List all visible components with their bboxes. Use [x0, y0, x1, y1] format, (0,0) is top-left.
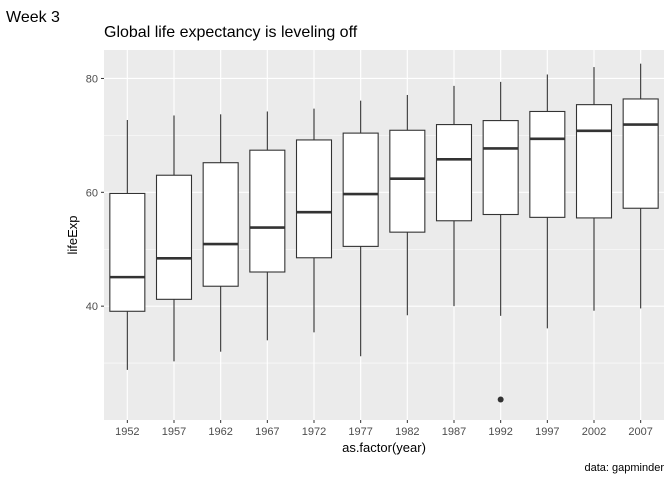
- outlier-point: [497, 396, 504, 403]
- box-1957: [155, 115, 193, 362]
- box-iqr: [389, 129, 426, 233]
- x-tick-label: 1987: [442, 426, 466, 438]
- box-iqr: [622, 98, 659, 209]
- chart-title: Global life expectancy is leveling off: [104, 24, 358, 41]
- box-iqr: [295, 139, 333, 259]
- box-1977: [342, 100, 379, 357]
- box-1962: [202, 114, 239, 352]
- box-1967: [249, 111, 286, 341]
- x-tick-label: 1982: [395, 426, 419, 438]
- box-2002: [575, 67, 613, 311]
- box-iqr: [202, 162, 239, 287]
- x-tick-label: 1992: [488, 426, 512, 438]
- box-1982: [389, 94, 426, 316]
- box-1992: [482, 81, 519, 403]
- box-1972: [295, 108, 333, 333]
- x-axis-ticks: 1952 1957 1962 1967 1972 1977 1982 1987 1992 1997…: [115, 420, 653, 438]
- x-tick-label: 2002: [582, 426, 606, 438]
- x-tick-label: 1977: [348, 426, 372, 438]
- box-1987: [435, 85, 473, 307]
- plot-panel: [104, 50, 664, 420]
- caption: data: gapminder: [585, 462, 665, 474]
- box-1952: [109, 120, 146, 370]
- box-2007: [622, 63, 659, 309]
- box-1997: [529, 74, 566, 329]
- x-tick-label: 1962: [208, 426, 232, 438]
- box-iqr: [529, 110, 566, 218]
- box-iqr: [435, 124, 473, 222]
- x-axis-title: as.factor(year): [342, 440, 426, 455]
- box-iqr: [109, 192, 146, 312]
- box-series: [109, 63, 659, 403]
- y-tick-label: 80: [86, 73, 98, 85]
- x-tick-label: 1952: [115, 426, 139, 438]
- y-tick-label: 60: [86, 187, 98, 199]
- x-tick-label: 1967: [255, 426, 279, 438]
- x-tick-label: 1997: [535, 426, 559, 438]
- y-axis-title: lifeExp: [65, 215, 80, 254]
- box-iqr: [342, 132, 379, 247]
- box-iqr: [482, 120, 519, 216]
- y-tick-label: 40: [86, 301, 98, 313]
- x-tick-label: 1957: [162, 426, 186, 438]
- x-tick-label: 1972: [302, 426, 326, 438]
- box-iqr: [575, 104, 613, 219]
- x-tick-label: 2007: [628, 426, 652, 438]
- y-axis-ticks: 40 60 80: [86, 73, 104, 313]
- box-iqr: [249, 149, 286, 273]
- box-iqr: [155, 174, 193, 300]
- week-label: Week 3: [6, 9, 60, 26]
